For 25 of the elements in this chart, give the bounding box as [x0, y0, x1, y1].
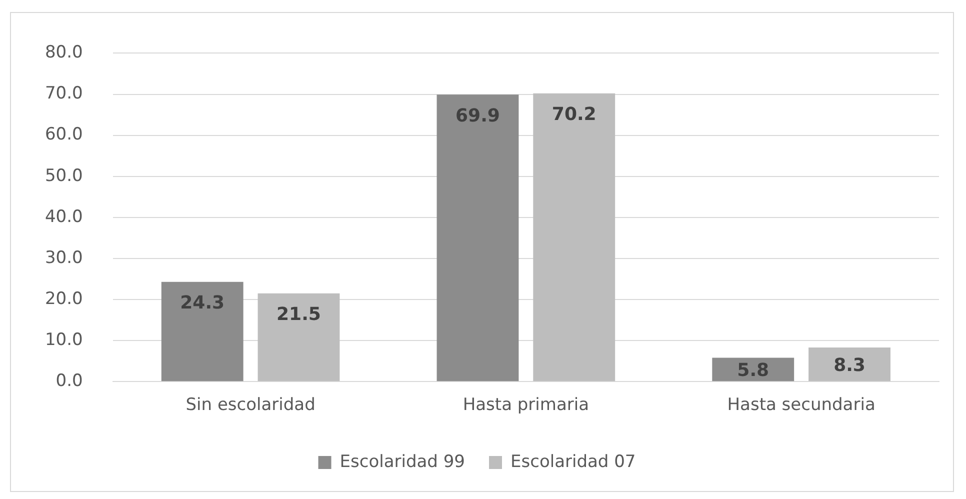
y-tick-label: 80.0 [44, 42, 83, 63]
bar [533, 93, 616, 382]
y-tick-label: 50.0 [44, 166, 83, 186]
y-tick-label: 0.0 [56, 371, 83, 392]
y-tick-label: 10.0 [44, 330, 83, 350]
y-tick-label: 40.0 [44, 206, 83, 227]
legend-label: Escolaridad 99 [340, 452, 465, 472]
x-tick-label: Sin escolaridad [186, 395, 316, 416]
data-label: 24.3 [180, 292, 225, 314]
y-tick-label: 30.0 [44, 248, 83, 268]
bar [436, 94, 519, 382]
data-label: 8.3 [834, 354, 866, 376]
bar [161, 282, 244, 382]
data-label: 70.2 [552, 104, 596, 126]
data-label: 69.9 [456, 105, 500, 126]
y-tick-label: 60.0 [44, 124, 83, 145]
data-label: 21.5 [276, 304, 321, 326]
x-tick-label: Hasta secundaria [727, 395, 876, 416]
bar [258, 293, 340, 382]
y-tick-label: 20.0 [44, 288, 83, 309]
x-tick-label: Hasta primaria [462, 395, 590, 416]
legend-label: Escolaridad 07 [510, 452, 636, 472]
bar [808, 348, 890, 382]
data-label: 5.8 [737, 360, 770, 382]
y-tick-label: 70.0 [44, 84, 83, 104]
